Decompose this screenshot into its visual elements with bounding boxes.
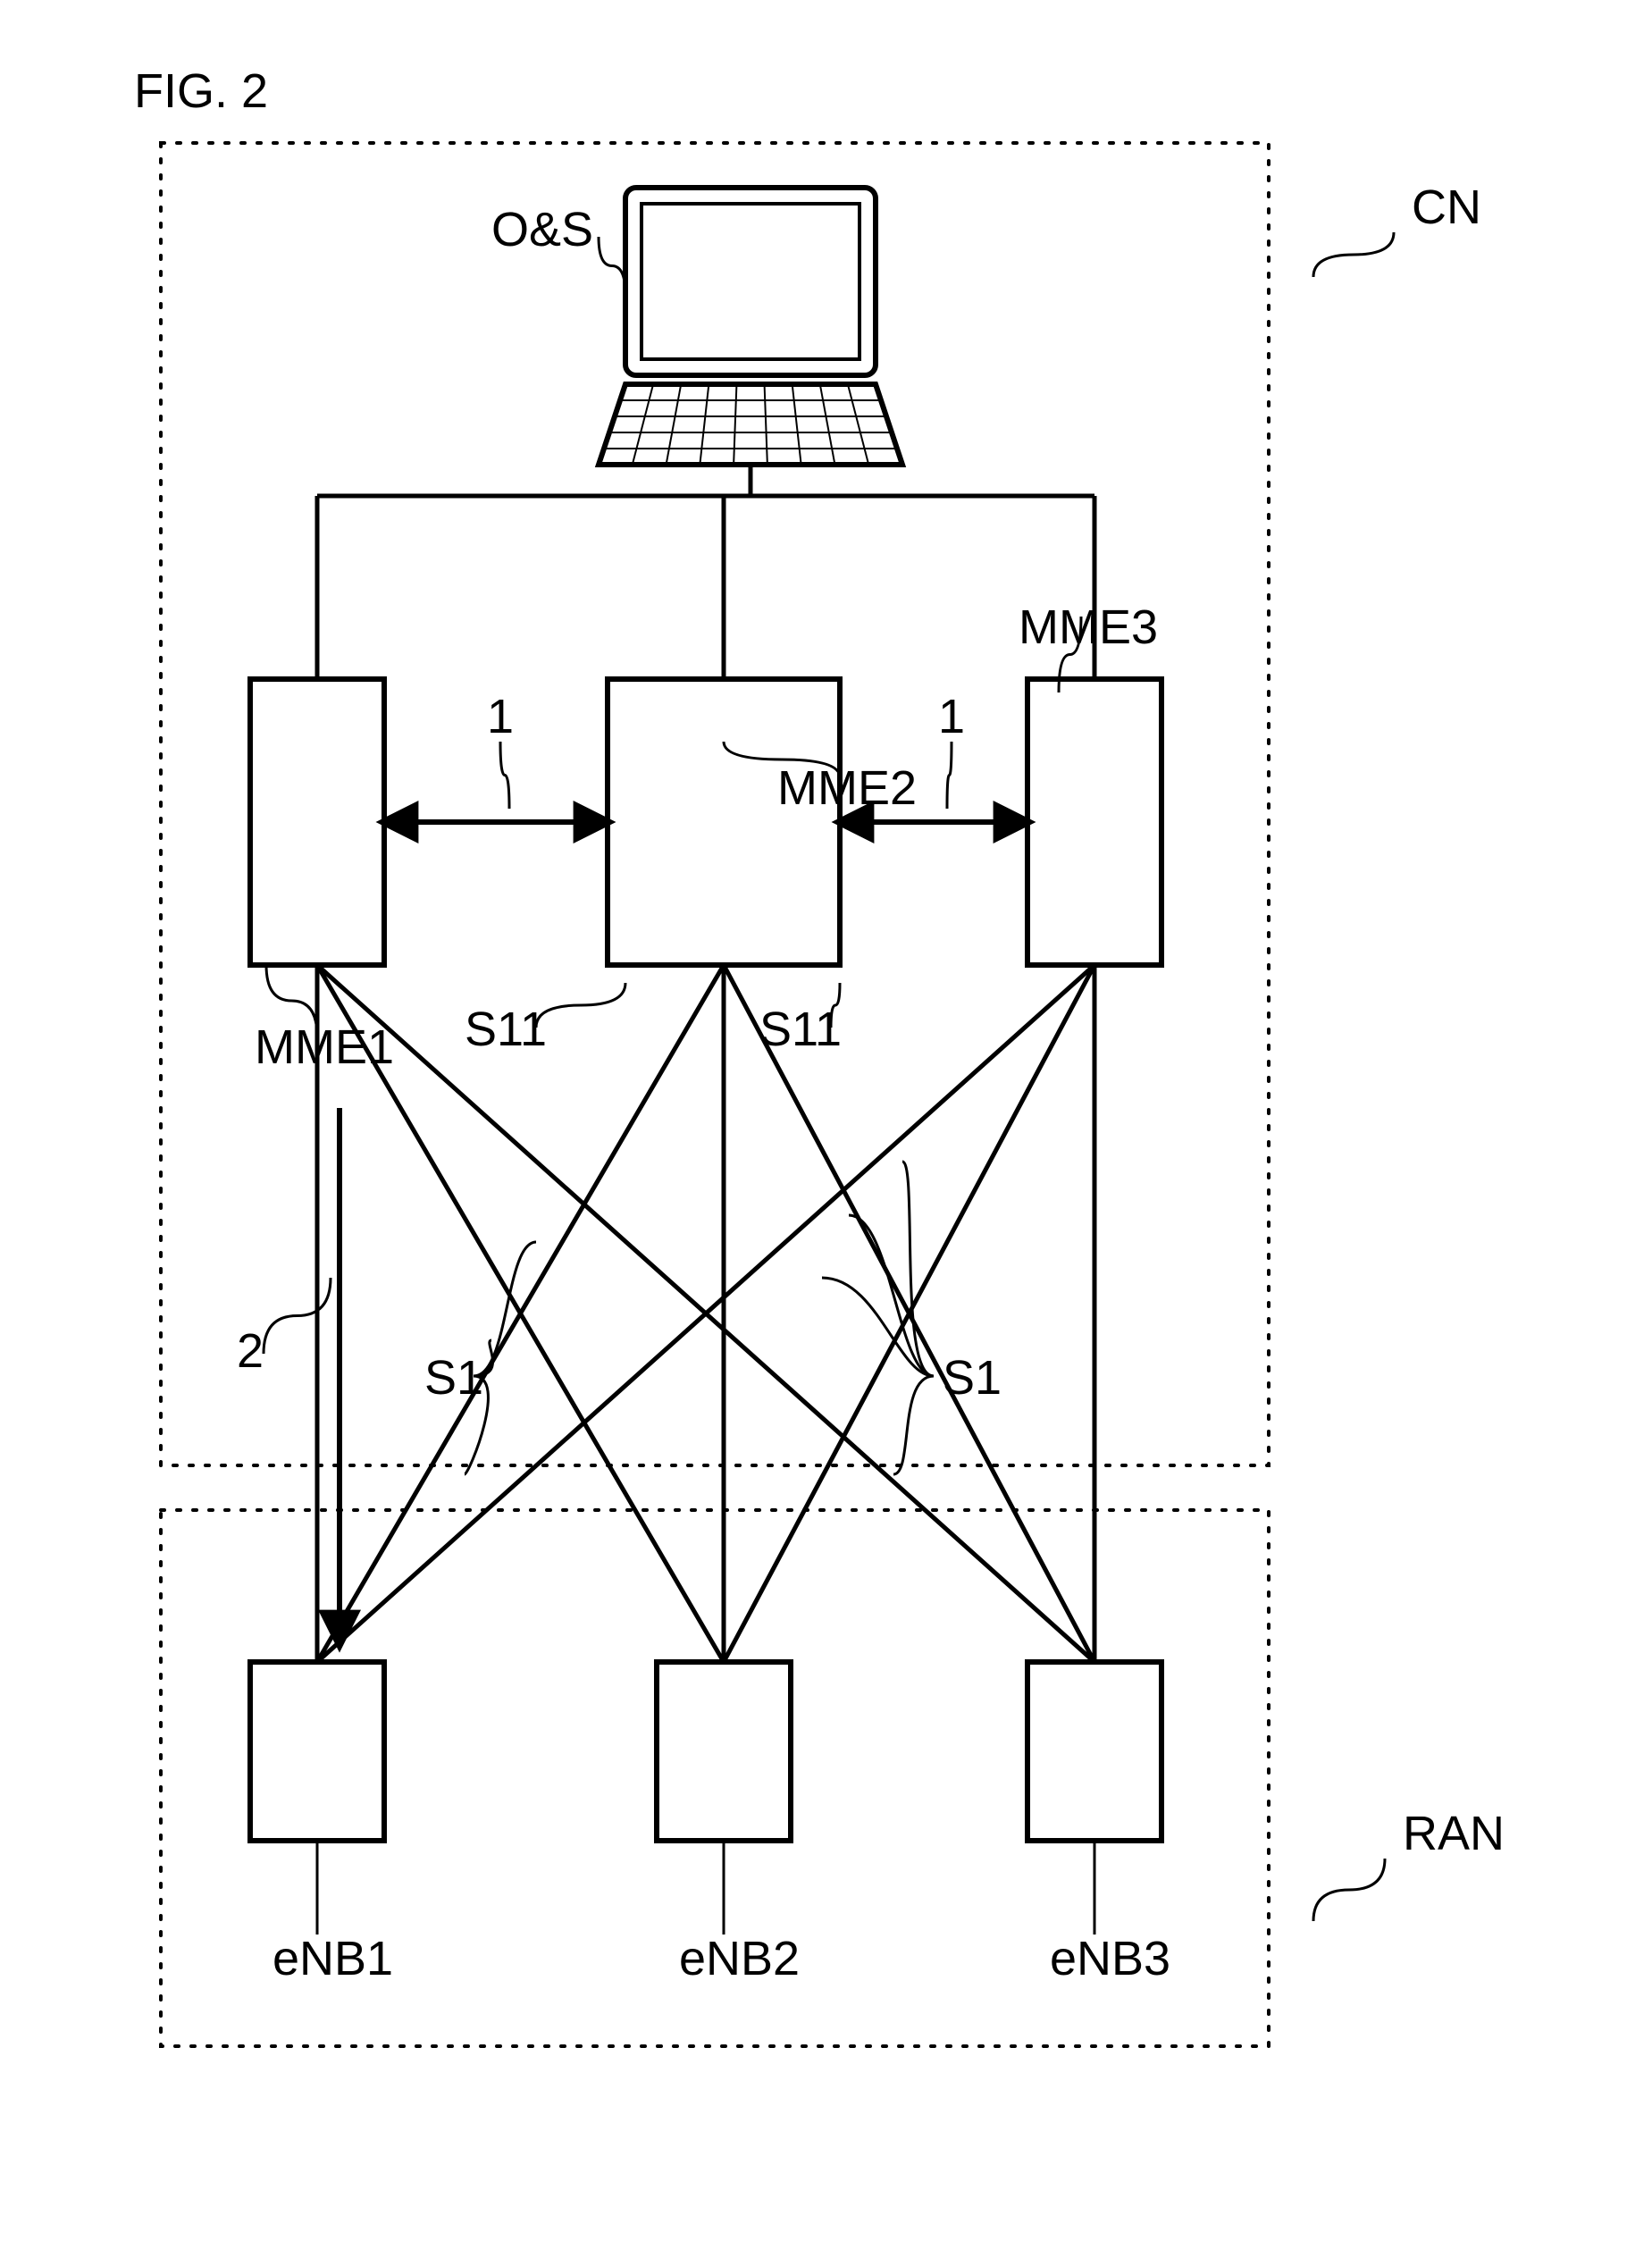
s1-leader-1-0 <box>902 1162 934 1376</box>
mme3-label: MME3 <box>1019 600 1158 654</box>
kb-col <box>700 384 709 465</box>
enb1-label: eNB1 <box>273 1932 393 1985</box>
figure-title: FIG. 2 <box>134 64 268 118</box>
arrow-2-label: 2 <box>237 1324 264 1378</box>
os-monitor <box>625 188 876 375</box>
arrow-2-leader <box>264 1278 331 1354</box>
s1-leader-1-3 <box>893 1376 934 1474</box>
enb2-label: eNB2 <box>679 1932 800 1985</box>
enb2-box <box>657 1662 791 1841</box>
enb3-label: eNB3 <box>1050 1932 1170 1985</box>
mme2-label: MME2 <box>777 761 917 815</box>
s1-label-1: S1 <box>943 1351 1002 1405</box>
s11-text-leader-0 <box>536 983 625 1028</box>
enb1-box <box>250 1662 384 1841</box>
s11-text-0: S11 <box>465 1003 547 1056</box>
s11-num-leader-1 <box>947 742 952 809</box>
mme1-box <box>250 679 384 965</box>
mme2-box <box>608 679 840 965</box>
kb-col <box>734 384 736 465</box>
mme3-box <box>1027 679 1161 965</box>
kb-col <box>820 384 835 465</box>
s11-num-1: 1 <box>938 690 965 743</box>
enb3-box <box>1027 1662 1161 1841</box>
s11-num-0: 1 <box>487 690 514 743</box>
kb-col <box>633 384 653 465</box>
ran-leader <box>1313 1859 1385 1921</box>
ran-label: RAN <box>1403 1807 1505 1860</box>
os-keyboard <box>599 384 902 465</box>
os-screen <box>642 204 860 359</box>
mme1-label: MME1 <box>255 1020 394 1074</box>
s11-num-leader-0 <box>500 742 509 809</box>
kb-col <box>765 384 767 465</box>
cn-leader <box>1313 232 1394 277</box>
os-label: O&S <box>491 203 593 256</box>
s1-label-0: S1 <box>424 1351 483 1405</box>
kb-col <box>792 384 801 465</box>
kb-col <box>667 384 682 465</box>
s11-text-1: S11 <box>759 1003 842 1056</box>
cn-label: CN <box>1412 180 1481 234</box>
kb-col <box>848 384 868 465</box>
os-leader <box>599 237 625 295</box>
